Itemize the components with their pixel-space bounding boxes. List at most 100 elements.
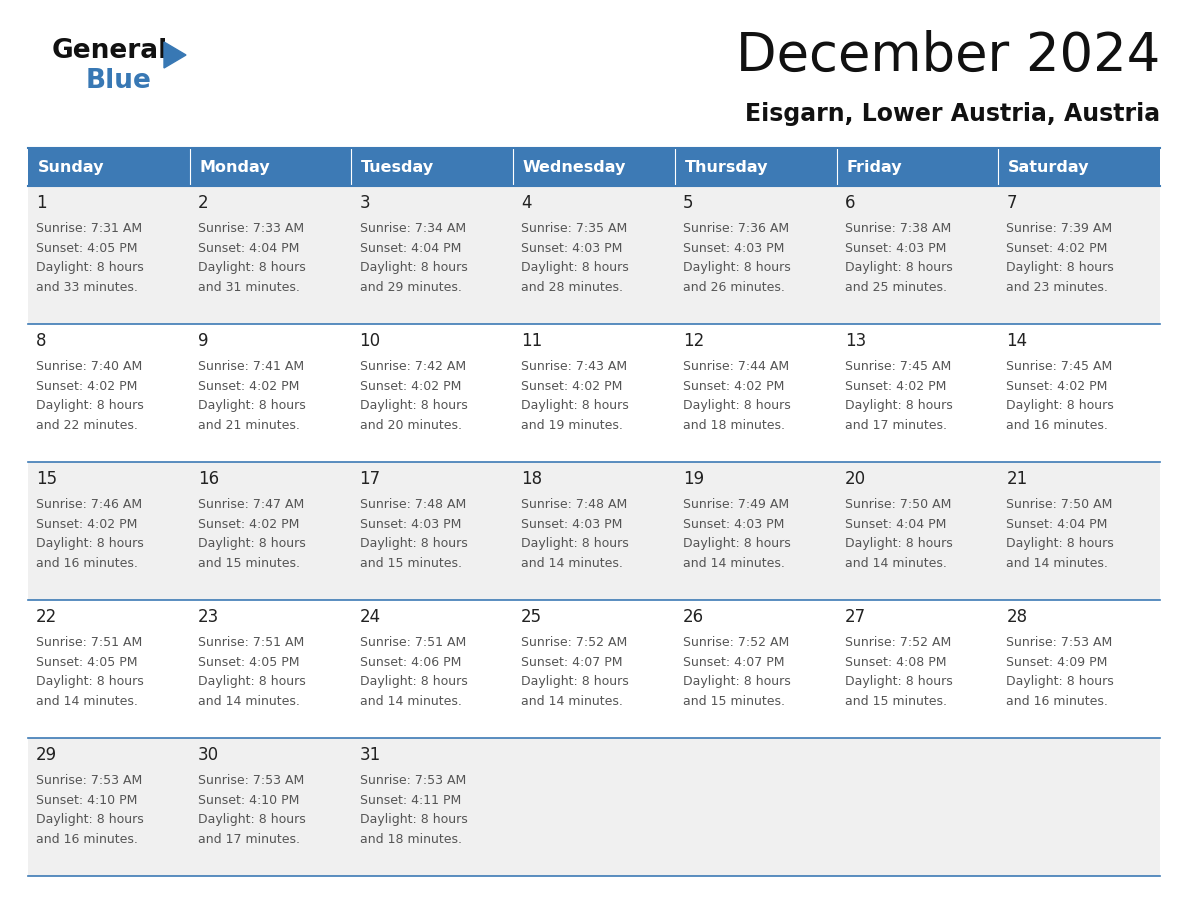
Text: 8: 8 — [36, 332, 46, 350]
Text: 27: 27 — [845, 608, 866, 626]
Text: Sunrise: 7:52 AM: Sunrise: 7:52 AM — [683, 636, 789, 649]
Text: and 14 minutes.: and 14 minutes. — [1006, 556, 1108, 569]
Text: 25: 25 — [522, 608, 543, 626]
Bar — [29, 324, 1159, 462]
Text: 24: 24 — [360, 608, 380, 626]
Bar — [29, 148, 190, 186]
Text: Sunrise: 7:39 AM: Sunrise: 7:39 AM — [1006, 222, 1112, 235]
Text: Sunrise: 7:51 AM: Sunrise: 7:51 AM — [360, 636, 466, 649]
Text: Eisgarn, Lower Austria, Austria: Eisgarn, Lower Austria, Austria — [745, 102, 1159, 126]
Text: Daylight: 8 hours: Daylight: 8 hours — [522, 537, 628, 550]
Text: Sunset: 4:02 PM: Sunset: 4:02 PM — [360, 379, 461, 393]
Polygon shape — [164, 42, 187, 68]
Text: Daylight: 8 hours: Daylight: 8 hours — [36, 261, 144, 274]
Text: Sunset: 4:02 PM: Sunset: 4:02 PM — [1006, 379, 1107, 393]
Bar — [513, 148, 675, 186]
Text: 2: 2 — [197, 194, 208, 212]
Text: and 15 minutes.: and 15 minutes. — [360, 556, 461, 569]
Text: Sunrise: 7:49 AM: Sunrise: 7:49 AM — [683, 498, 789, 511]
Text: and 14 minutes.: and 14 minutes. — [845, 556, 947, 569]
Text: Tuesday: Tuesday — [361, 160, 435, 174]
Text: 29: 29 — [36, 746, 57, 764]
Bar — [675, 148, 836, 186]
Text: 5: 5 — [683, 194, 694, 212]
Bar — [190, 148, 352, 186]
Text: Sunset: 4:02 PM: Sunset: 4:02 PM — [845, 379, 946, 393]
Text: 10: 10 — [360, 332, 380, 350]
Text: Sunset: 4:11 PM: Sunset: 4:11 PM — [360, 793, 461, 807]
Text: and 22 minutes.: and 22 minutes. — [36, 419, 138, 431]
Text: Sunrise: 7:53 AM: Sunrise: 7:53 AM — [1006, 636, 1113, 649]
Text: Daylight: 8 hours: Daylight: 8 hours — [360, 399, 467, 412]
Text: 9: 9 — [197, 332, 208, 350]
Text: and 14 minutes.: and 14 minutes. — [522, 556, 623, 569]
Text: 20: 20 — [845, 470, 866, 488]
Text: Daylight: 8 hours: Daylight: 8 hours — [360, 537, 467, 550]
Text: 7: 7 — [1006, 194, 1017, 212]
Text: Sunrise: 7:50 AM: Sunrise: 7:50 AM — [1006, 498, 1113, 511]
Text: General: General — [52, 38, 169, 64]
Text: Daylight: 8 hours: Daylight: 8 hours — [36, 675, 144, 688]
Text: Daylight: 8 hours: Daylight: 8 hours — [845, 399, 953, 412]
Text: Sunrise: 7:42 AM: Sunrise: 7:42 AM — [360, 360, 466, 373]
Text: Sunset: 4:07 PM: Sunset: 4:07 PM — [683, 655, 784, 668]
Text: Sunrise: 7:40 AM: Sunrise: 7:40 AM — [36, 360, 143, 373]
Text: Daylight: 8 hours: Daylight: 8 hours — [683, 399, 791, 412]
Text: Sunrise: 7:36 AM: Sunrise: 7:36 AM — [683, 222, 789, 235]
Text: and 14 minutes.: and 14 minutes. — [522, 695, 623, 708]
Text: Daylight: 8 hours: Daylight: 8 hours — [522, 675, 628, 688]
Text: December 2024: December 2024 — [735, 30, 1159, 82]
Text: and 17 minutes.: and 17 minutes. — [845, 419, 947, 431]
Text: and 19 minutes.: and 19 minutes. — [522, 419, 623, 431]
Text: Daylight: 8 hours: Daylight: 8 hours — [36, 399, 144, 412]
Text: Sunrise: 7:46 AM: Sunrise: 7:46 AM — [36, 498, 143, 511]
Text: 16: 16 — [197, 470, 219, 488]
Text: Sunset: 4:10 PM: Sunset: 4:10 PM — [197, 793, 299, 807]
Text: and 15 minutes.: and 15 minutes. — [683, 695, 785, 708]
Text: 22: 22 — [36, 608, 57, 626]
Bar — [352, 148, 513, 186]
Text: Daylight: 8 hours: Daylight: 8 hours — [36, 537, 144, 550]
Text: 3: 3 — [360, 194, 371, 212]
Text: Daylight: 8 hours: Daylight: 8 hours — [360, 813, 467, 826]
Text: 12: 12 — [683, 332, 704, 350]
Text: Sunrise: 7:50 AM: Sunrise: 7:50 AM — [845, 498, 952, 511]
Text: Sunset: 4:03 PM: Sunset: 4:03 PM — [683, 518, 784, 531]
Text: Daylight: 8 hours: Daylight: 8 hours — [360, 675, 467, 688]
Text: Daylight: 8 hours: Daylight: 8 hours — [845, 261, 953, 274]
Text: 4: 4 — [522, 194, 532, 212]
Text: 31: 31 — [360, 746, 381, 764]
Text: Sunset: 4:05 PM: Sunset: 4:05 PM — [197, 655, 299, 668]
Text: and 16 minutes.: and 16 minutes. — [36, 833, 138, 845]
Text: Friday: Friday — [846, 160, 902, 174]
Text: 6: 6 — [845, 194, 855, 212]
Text: Daylight: 8 hours: Daylight: 8 hours — [845, 675, 953, 688]
Text: 19: 19 — [683, 470, 704, 488]
Text: Sunrise: 7:35 AM: Sunrise: 7:35 AM — [522, 222, 627, 235]
Text: and 18 minutes.: and 18 minutes. — [360, 833, 461, 845]
Text: Sunrise: 7:47 AM: Sunrise: 7:47 AM — [197, 498, 304, 511]
Bar — [29, 600, 1159, 738]
Text: Sunset: 4:05 PM: Sunset: 4:05 PM — [36, 655, 138, 668]
Text: 28: 28 — [1006, 608, 1028, 626]
Text: Sunrise: 7:48 AM: Sunrise: 7:48 AM — [360, 498, 466, 511]
Text: Blue: Blue — [86, 68, 152, 94]
Text: Sunrise: 7:41 AM: Sunrise: 7:41 AM — [197, 360, 304, 373]
Text: Sunrise: 7:44 AM: Sunrise: 7:44 AM — [683, 360, 789, 373]
Bar — [29, 738, 1159, 876]
Text: Sunrise: 7:34 AM: Sunrise: 7:34 AM — [360, 222, 466, 235]
Text: and 33 minutes.: and 33 minutes. — [36, 281, 138, 294]
Text: Sunset: 4:02 PM: Sunset: 4:02 PM — [522, 379, 623, 393]
Text: Sunset: 4:08 PM: Sunset: 4:08 PM — [845, 655, 946, 668]
Text: Daylight: 8 hours: Daylight: 8 hours — [197, 261, 305, 274]
Text: 17: 17 — [360, 470, 380, 488]
Text: 15: 15 — [36, 470, 57, 488]
Text: Daylight: 8 hours: Daylight: 8 hours — [683, 261, 791, 274]
Text: Sunset: 4:06 PM: Sunset: 4:06 PM — [360, 655, 461, 668]
Text: Sunset: 4:02 PM: Sunset: 4:02 PM — [197, 518, 299, 531]
Text: Sunset: 4:02 PM: Sunset: 4:02 PM — [683, 379, 784, 393]
Text: and 18 minutes.: and 18 minutes. — [683, 419, 785, 431]
Text: Sunset: 4:07 PM: Sunset: 4:07 PM — [522, 655, 623, 668]
Text: Daylight: 8 hours: Daylight: 8 hours — [36, 813, 144, 826]
Text: Sunrise: 7:31 AM: Sunrise: 7:31 AM — [36, 222, 143, 235]
